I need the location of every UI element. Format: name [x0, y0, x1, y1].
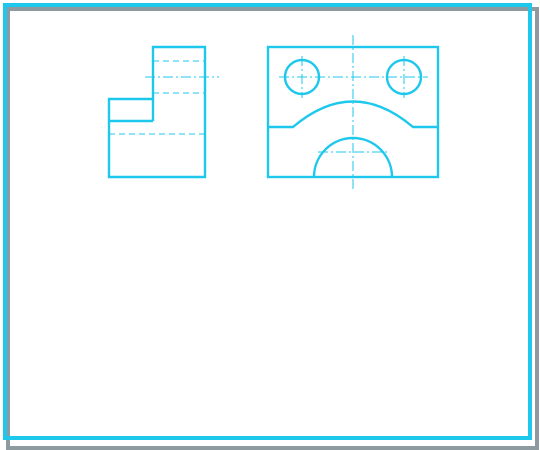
side-view-outline [107, 45, 207, 179]
sheet-border [3, 3, 532, 440]
front-view: Front view (block with two holes and arc… [266, 35, 440, 192]
front-view-outline [266, 45, 440, 179]
sheet-shadow [6, 7, 539, 450]
side-view: Side view (stepped block with hidden lin… [107, 45, 219, 179]
front-view-upper-arch [268, 100, 438, 129]
